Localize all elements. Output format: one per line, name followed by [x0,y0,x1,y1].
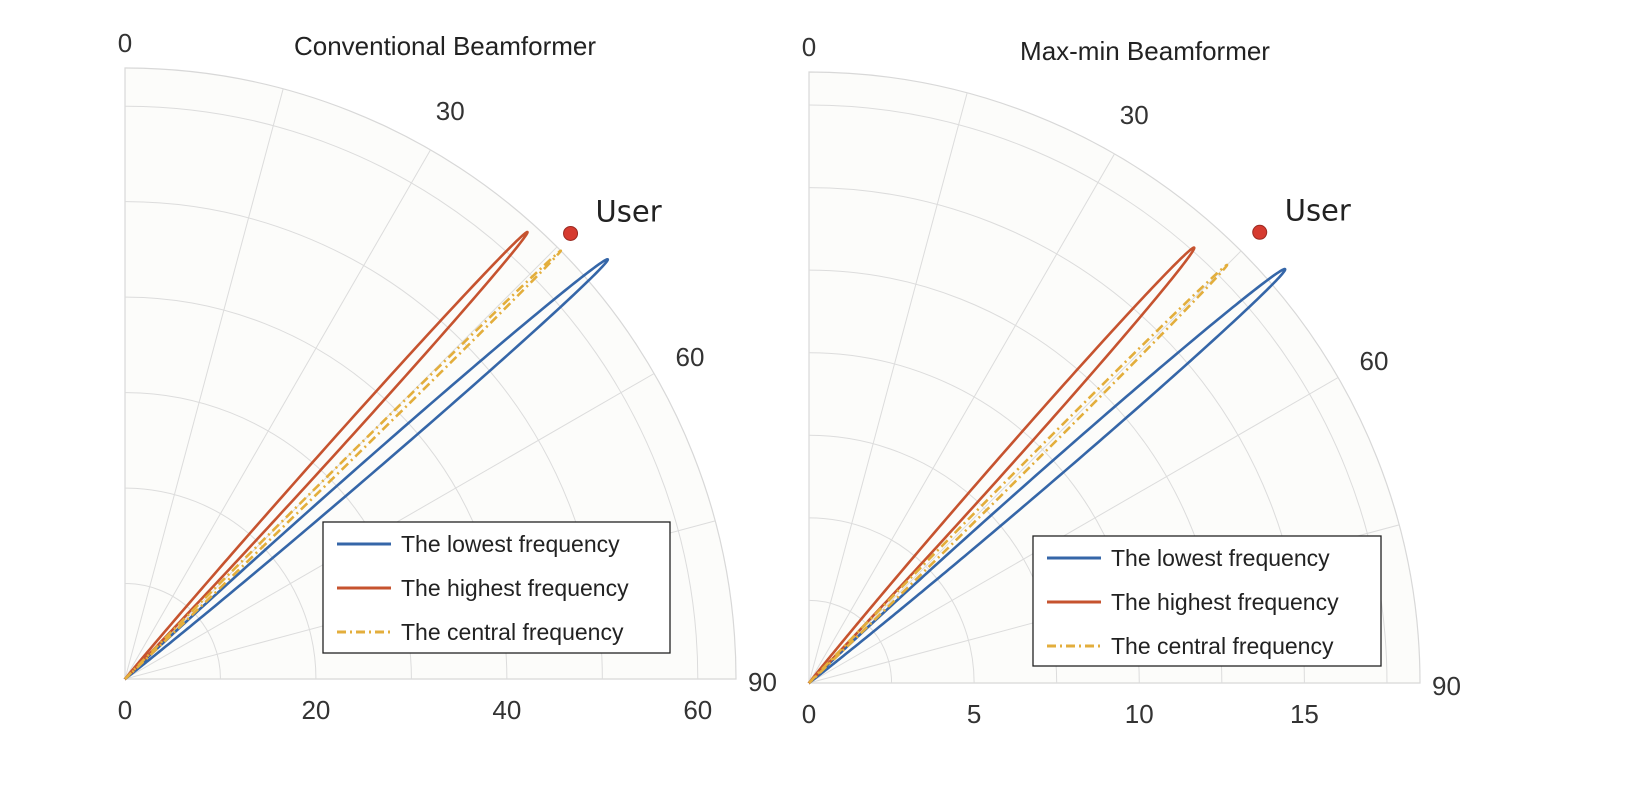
radius-tick-label: 20 [301,695,330,725]
legend: The lowest frequency The highest frequen… [1032,535,1382,667]
grid-spoke [808,250,1242,684]
series-lines [807,246,1287,685]
series-lines [123,230,610,681]
angle-tick-label: 60 [675,342,704,372]
legend-entry: The lowest frequency [401,531,620,557]
angle-tick-labels: 0 30 60 90 [118,28,777,697]
radius-tick-label: 0 [118,695,132,725]
user-marker [563,225,579,241]
grid-spoke [808,92,968,684]
radius-tick-label: 5 [967,699,981,729]
user-marker [1252,224,1268,240]
series-line [807,246,1196,685]
series-line [807,263,1229,685]
radius-tick-labels: 0 20 40 60 [118,695,713,725]
legend-entry: The highest frequency [1111,589,1339,615]
grid-spoke [808,377,1339,684]
legend: The lowest frequency The highest frequen… [322,521,671,654]
angle-tick-label: 90 [748,667,777,697]
angle-tick-label: 90 [1432,671,1461,701]
radius-tick-label: 10 [1125,699,1154,729]
polar-chart-max-min: Max-min Beamformer 0 30 60 90 0 5 10 15 … [802,32,1461,729]
radius-tick-label: 15 [1290,699,1319,729]
angle-tick-label: 30 [436,96,465,126]
chart-title: Conventional Beamformer [294,31,596,61]
legend-entry: The central frequency [401,619,624,645]
legend-entry: The central frequency [1111,633,1334,659]
polar-chart-conventional: Conventional Beamformer 0 30 60 90 0 20 … [118,28,777,725]
series-line [123,249,563,681]
grid-spoke [124,88,284,680]
angle-tick-label: 0 [802,32,816,62]
user-label: User [1285,193,1351,227]
radius-tick-label: 0 [802,699,816,729]
grid-spoke [124,149,431,680]
angle-tick-label: 0 [118,28,132,58]
radius-tick-labels: 0 5 10 15 [802,699,1319,729]
user-label: User [596,194,662,228]
angle-tick-label: 30 [1120,100,1149,130]
angle-tick-labels: 0 30 60 90 [802,32,1461,701]
legend-entry: The highest frequency [401,575,629,601]
angle-tick-label: 60 [1359,346,1388,376]
radius-tick-label: 40 [492,695,521,725]
chart-title: Max-min Beamformer [1020,36,1270,66]
grid-spoke [808,153,1115,684]
legend-entry: The lowest frequency [1111,545,1330,571]
radius-tick-label: 60 [683,695,712,725]
